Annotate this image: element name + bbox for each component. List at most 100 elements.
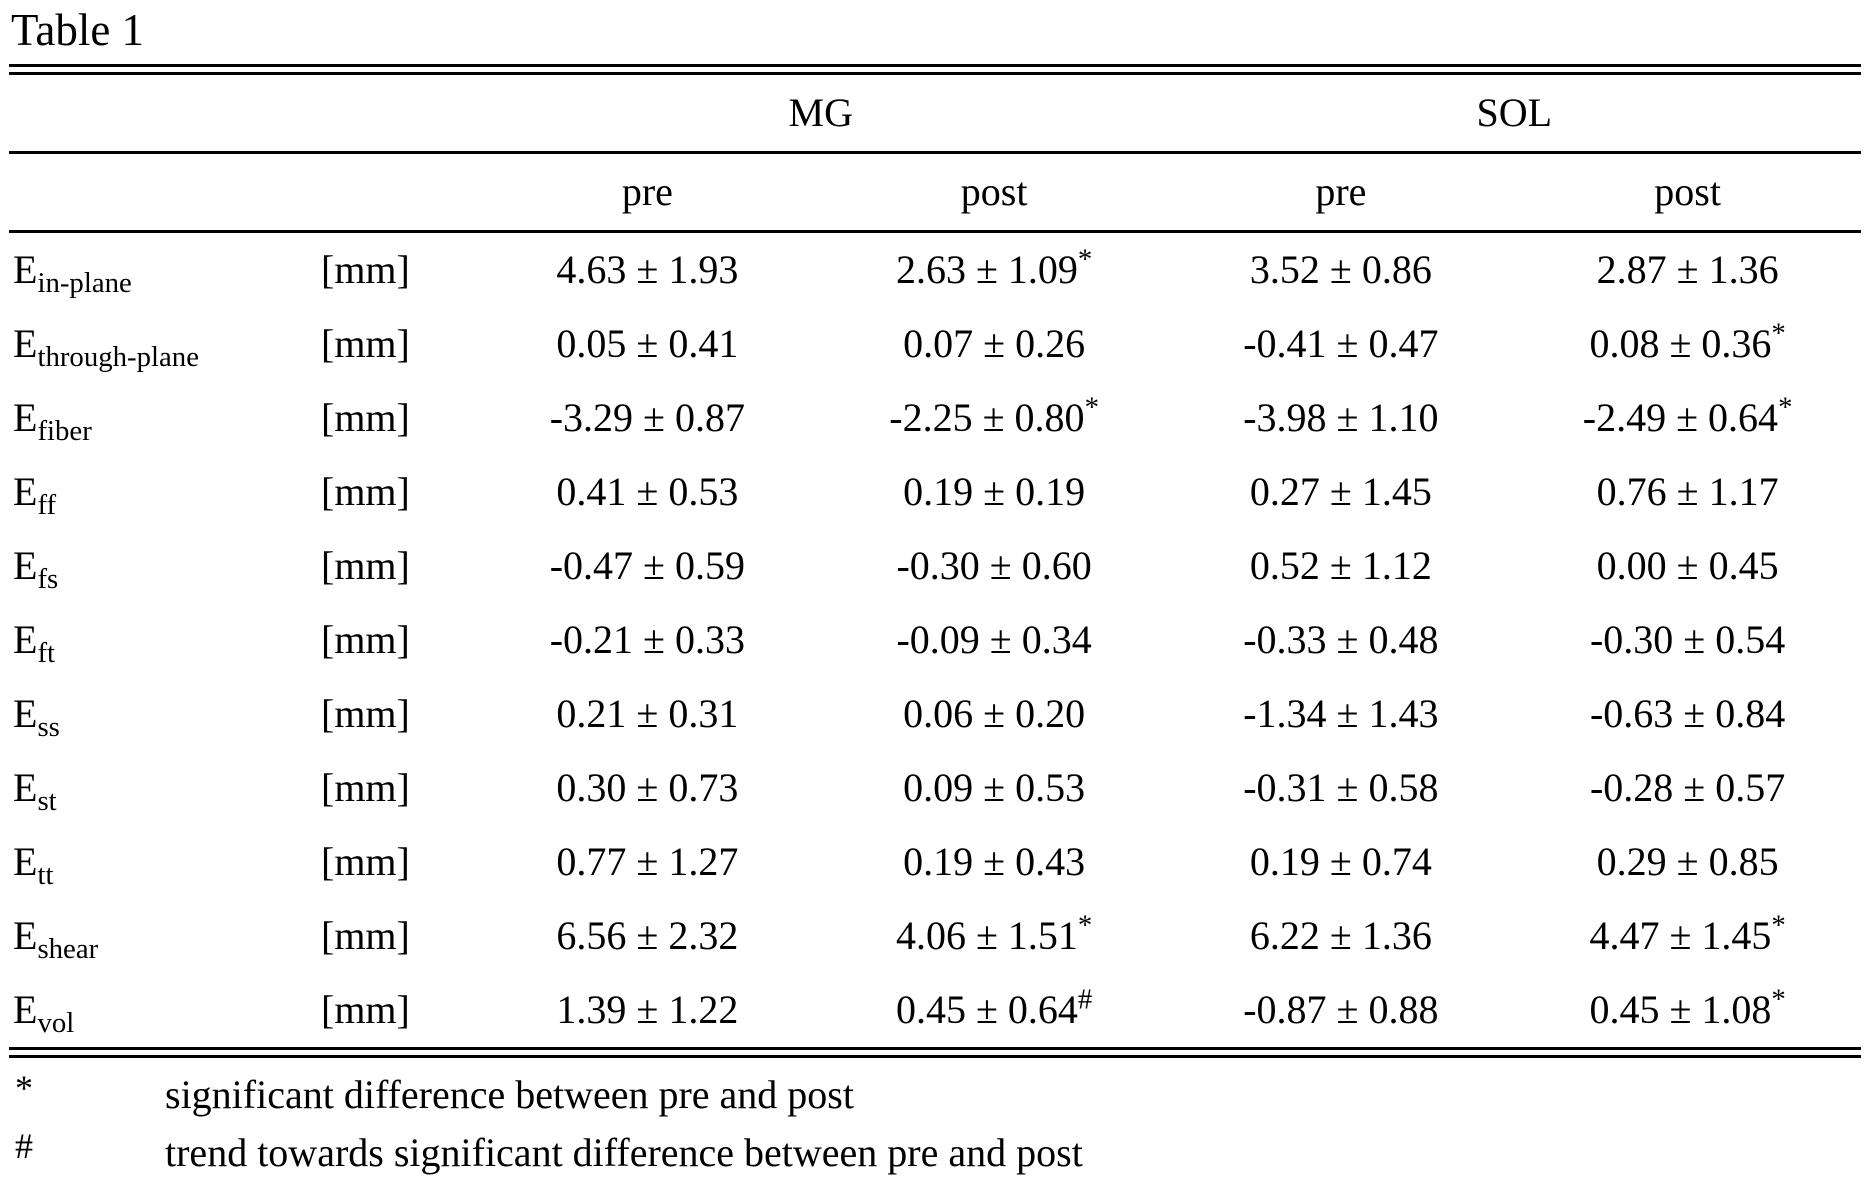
table-row-fiber: Efiber [mm] -3.29 ± 0.87 -2.25 ± 0.80* -… xyxy=(9,381,1861,455)
col-header-sol-post: post xyxy=(1514,152,1861,233)
row-label: Efs xyxy=(13,543,59,595)
value-cell-mg-post: 2.63 ± 1.09* xyxy=(895,243,1093,292)
results-table: MG SOL pre post pre post Ein-plane [mm] … xyxy=(9,74,1861,1047)
value-cell-mg-post: 4.06 ± 1.51* xyxy=(895,909,1093,958)
col-header-sol-pre: pre xyxy=(1167,152,1515,233)
value-cell-mg-pre: -0.21 ± 0.33 xyxy=(549,617,746,662)
footnote-text: trend towards significant difference bet… xyxy=(165,1130,1083,1175)
table-row-st: Est [mm] 0.30 ± 0.73 0.09 ± 0.53 -0.31 ±… xyxy=(9,751,1861,825)
col-header-mg-pre: pre xyxy=(474,152,821,233)
value-cell-mg-pre: 0.77 ± 1.27 xyxy=(556,839,739,884)
value-cell-mg-post: -0.30 ± 0.60 xyxy=(896,543,1092,588)
value-cell-sol-post: 0.29 ± 0.85 xyxy=(1596,839,1779,884)
value-cell-sol-pre: -0.31 ± 0.58 xyxy=(1243,765,1439,810)
row-label: Ett xyxy=(13,839,54,891)
table-row-fs: Efs [mm] -0.47 ± 0.59 -0.30 ± 0.60 0.52 … xyxy=(9,529,1861,603)
value-cell-mg-post: 0.19 ± 0.19 xyxy=(903,469,1086,514)
table-row-tt: Ett [mm] 0.77 ± 1.27 0.19 ± 0.43 0.19 ± … xyxy=(9,825,1861,899)
table-row-vol: Evol [mm] 1.39 ± 1.22 0.45 ± 0.64# -0.87… xyxy=(9,973,1861,1047)
value-cell-sol-post: -0.63 ± 0.84 xyxy=(1589,691,1786,736)
unit-cell: [mm] xyxy=(321,839,410,884)
value-cell-sol-post: 0.08 ± 0.36* xyxy=(1589,317,1786,366)
asterisk-mark: * xyxy=(15,1067,33,1108)
value-cell-sol-post: -2.49 ± 0.64* xyxy=(1582,391,1793,440)
value-cell-sol-post: -0.28 ± 0.57 xyxy=(1589,765,1786,810)
value-cell-sol-pre: 0.19 ± 0.74 xyxy=(1249,839,1432,884)
row-label: Eff xyxy=(13,469,57,521)
value-cell-mg-post: 0.07 ± 0.26 xyxy=(903,321,1086,366)
value-cell-mg-pre: -0.47 ± 0.59 xyxy=(549,543,746,588)
row-label: Ess xyxy=(13,691,60,743)
col-header-mg-post: post xyxy=(820,152,1168,233)
value-cell-sol-post: 2.87 ± 1.36 xyxy=(1596,247,1779,292)
header-empty-unit xyxy=(309,74,474,154)
value-cell-sol-pre: -0.41 ± 0.47 xyxy=(1243,321,1439,366)
value-cell-sol-pre: 0.27 ± 1.45 xyxy=(1249,469,1432,514)
header-subcolumn-row: pre post pre post xyxy=(9,152,1861,233)
table-row-ff: Eff [mm] 0.41 ± 0.53 0.19 ± 0.19 0.27 ± … xyxy=(9,455,1861,529)
value-cell-sol-post: 0.76 ± 1.17 xyxy=(1596,469,1779,514)
unit-cell: [mm] xyxy=(321,543,410,588)
value-cell-sol-pre: 0.52 ± 1.12 xyxy=(1249,543,1432,588)
col-group-mg: MG xyxy=(474,74,1168,154)
value-cell-sol-pre: -0.87 ± 0.88 xyxy=(1243,987,1439,1032)
table-row-through-plane: Ethrough-plane [mm] 0.05 ± 0.41 0.07 ± 0… xyxy=(9,307,1861,381)
table-row-ft: Eft [mm] -0.21 ± 0.33 -0.09 ± 0.34 -0.33… xyxy=(9,603,1861,677)
value-cell-sol-post: 0.00 ± 0.45 xyxy=(1596,543,1779,588)
unit-cell: [mm] xyxy=(321,987,410,1032)
value-cell-sol-pre: 6.22 ± 1.36 xyxy=(1249,913,1432,958)
unit-cell: [mm] xyxy=(321,691,410,736)
value-cell-mg-post: 0.19 ± 0.43 xyxy=(903,839,1086,884)
row-label: Evol xyxy=(13,987,75,1039)
row-label: Ethrough-plane xyxy=(13,321,199,373)
value-cell-mg-pre: 0.30 ± 0.73 xyxy=(556,765,739,810)
table-row-in-plane: Ein-plane [mm] 4.63 ± 1.93 2.63 ± 1.09* … xyxy=(9,231,1861,307)
footnote-significant: * significant difference between pre and… xyxy=(9,1066,1861,1124)
value-cell-mg-post: 0.45 ± 0.64# xyxy=(895,983,1093,1032)
col-group-sol: SOL xyxy=(1167,74,1861,154)
top-double-rule xyxy=(9,63,1861,75)
table-row-shear: Eshear [mm] 6.56 ± 2.32 4.06 ± 1.51* 6.2… xyxy=(9,899,1861,973)
header-empty-label xyxy=(9,74,309,154)
value-cell-mg-pre: 1.39 ± 1.22 xyxy=(556,987,739,1032)
value-cell-mg-pre: 0.05 ± 0.41 xyxy=(556,321,739,366)
row-label: Ein-plane xyxy=(13,247,132,299)
value-cell-mg-post: -2.25 ± 0.80* xyxy=(889,391,1099,440)
value-cell-mg-pre: 4.63 ± 1.93 xyxy=(556,247,739,292)
unit-cell: [mm] xyxy=(321,321,410,366)
unit-cell: [mm] xyxy=(321,913,410,958)
value-cell-sol-pre: -0.33 ± 0.48 xyxy=(1243,617,1439,662)
value-cell-sol-post: 0.45 ± 1.08* xyxy=(1589,983,1786,1032)
header-empty-label2 xyxy=(9,152,309,233)
value-cell-mg-pre: 0.21 ± 0.31 xyxy=(556,691,739,736)
value-cell-sol-pre: 3.52 ± 0.86 xyxy=(1249,247,1432,292)
table-row-ss: Ess [mm] 0.21 ± 0.31 0.06 ± 0.20 -1.34 ±… xyxy=(9,677,1861,751)
value-cell-mg-pre: -3.29 ± 0.87 xyxy=(549,395,746,440)
value-cell-mg-post: 0.09 ± 0.53 xyxy=(903,765,1086,810)
value-cell-mg-post: -0.09 ± 0.34 xyxy=(896,617,1092,662)
footnote-text: significant difference between pre and p… xyxy=(165,1072,854,1117)
row-label: Eshear xyxy=(13,913,99,965)
header-group-row: MG SOL xyxy=(9,74,1861,154)
row-label: Est xyxy=(13,765,57,817)
value-cell-mg-post: 0.06 ± 0.20 xyxy=(903,691,1086,736)
value-cell-sol-pre: -1.34 ± 1.43 xyxy=(1243,691,1439,736)
value-cell-sol-post: -0.30 ± 0.54 xyxy=(1589,617,1786,662)
unit-cell: [mm] xyxy=(321,617,410,662)
footnote-trend: # trend towards significant difference b… xyxy=(9,1124,1861,1182)
unit-cell: [mm] xyxy=(321,247,410,292)
table-title: Table 1 xyxy=(11,5,145,55)
value-cell-mg-pre: 6.56 ± 2.32 xyxy=(556,913,739,958)
row-label: Eft xyxy=(13,617,56,669)
header-empty-unit2 xyxy=(309,152,474,233)
row-label: Efiber xyxy=(13,395,92,447)
value-cell-mg-pre: 0.41 ± 0.53 xyxy=(556,469,739,514)
bottom-double-rule xyxy=(9,1046,1861,1058)
value-cell-sol-post: 4.47 ± 1.45* xyxy=(1589,909,1786,958)
hash-mark: # xyxy=(15,1125,33,1166)
unit-cell: [mm] xyxy=(321,469,410,514)
unit-cell: [mm] xyxy=(321,395,410,440)
footnotes: * significant difference between pre and… xyxy=(9,1066,1861,1182)
value-cell-sol-pre: -3.98 ± 1.10 xyxy=(1243,395,1439,440)
